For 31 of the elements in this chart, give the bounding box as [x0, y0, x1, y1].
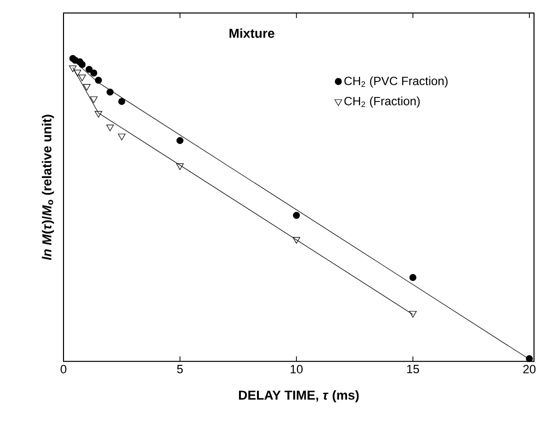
point — [94, 76, 102, 84]
y-axis-title: ln M(τ)/M$_{o}$ (relative unit) — [42, 114, 54, 260]
x-tick-label: 0 — [60, 364, 66, 374]
point — [409, 310, 417, 318]
point — [118, 134, 126, 140]
x-tick-label: 10 — [290, 364, 303, 374]
point — [86, 66, 93, 73]
point — [78, 74, 86, 82]
legend-label: CH$_{2}$ (PVC Fraction) — [344, 76, 448, 88]
point — [176, 163, 184, 170]
point — [106, 124, 114, 132]
point — [83, 84, 91, 91]
point — [118, 98, 126, 105]
point — [106, 88, 114, 96]
legend-label: CH$_{2}$ (Fraction) — [344, 96, 420, 108]
x-tick-label: 15 — [407, 364, 420, 374]
point — [69, 66, 77, 72]
point — [409, 274, 416, 281]
point — [90, 96, 98, 104]
x-tick-label: 5 — [177, 364, 183, 374]
point — [292, 237, 300, 244]
point — [78, 61, 86, 68]
point — [526, 355, 533, 362]
point — [90, 69, 98, 76]
x-tick-label: 20 — [523, 364, 536, 374]
point — [94, 110, 102, 118]
point — [74, 70, 82, 76]
point — [292, 212, 300, 219]
chart-title: Mixture — [230, 28, 274, 38]
x-axis-title: DELAY TIME, τ (ms) — [239, 390, 359, 402]
point — [176, 137, 184, 144]
